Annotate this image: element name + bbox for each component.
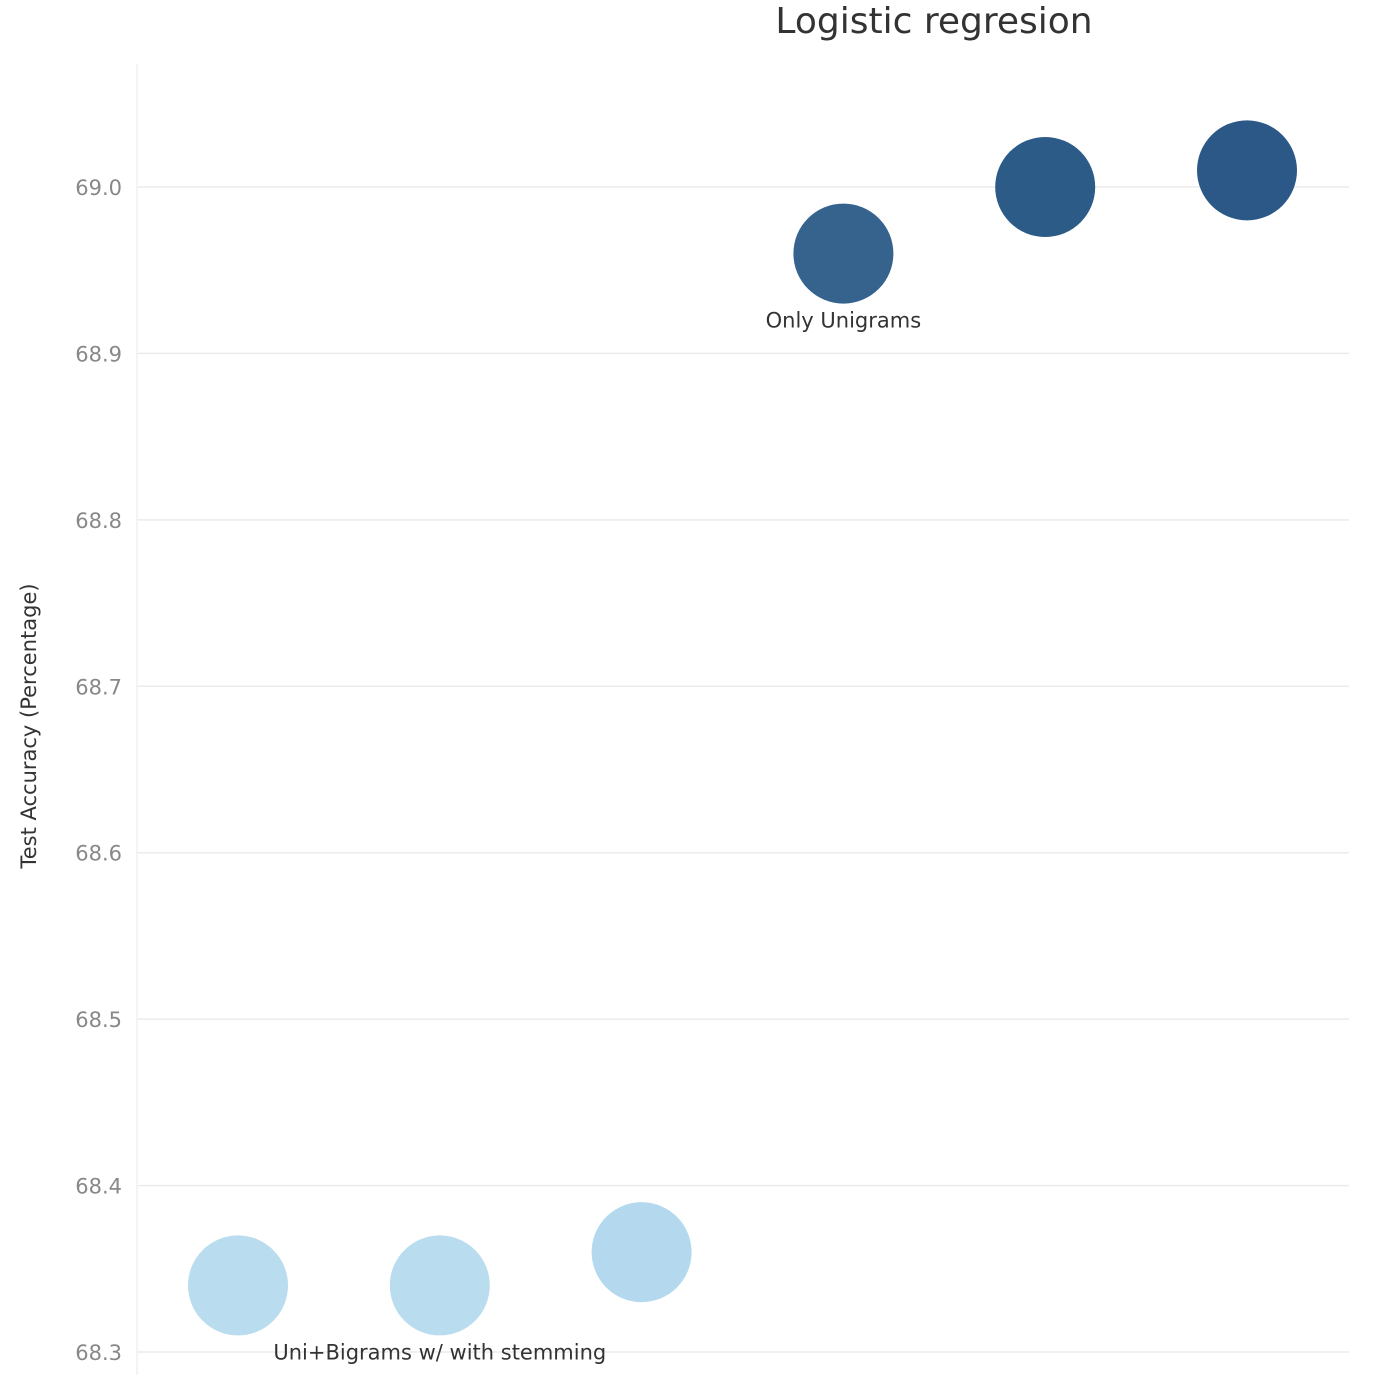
grid-lines [137, 186, 1349, 1353]
data-point [389, 1235, 490, 1336]
data-point [591, 1202, 692, 1303]
data-point [1197, 120, 1297, 221]
point-annotations: Uni+Bigrams w/ with stemming Only Unigram… [273, 309, 921, 1365]
y-tick-label: 68.6 [75, 842, 122, 866]
point-annotation: Uni+Bigrams w/ with stemming [273, 1340, 606, 1364]
y-axis-label: Test Accuracy (Percentage) [17, 583, 41, 869]
y-tick-labels: 68.3 68.4 68.5 68.6 68.7 68.8 68.9 69.0 [75, 176, 122, 1365]
y-tick-label: 68.9 [75, 342, 122, 366]
y-tick-label: 68.8 [75, 509, 122, 533]
chart-title: Logistic regresion [775, 1, 1093, 42]
y-tick-label: 68.5 [75, 1008, 122, 1032]
data-point [793, 203, 894, 304]
y-tick-label: 68.7 [75, 675, 122, 699]
data-point [188, 1235, 288, 1336]
y-tick-label: 68.4 [75, 1175, 122, 1199]
y-tick-label: 69.0 [75, 176, 122, 200]
y-tick-label: 68.3 [75, 1341, 122, 1365]
data-points [188, 120, 1297, 1336]
data-point [995, 137, 1096, 237]
point-annotation: Only Unigrams [766, 309, 922, 333]
